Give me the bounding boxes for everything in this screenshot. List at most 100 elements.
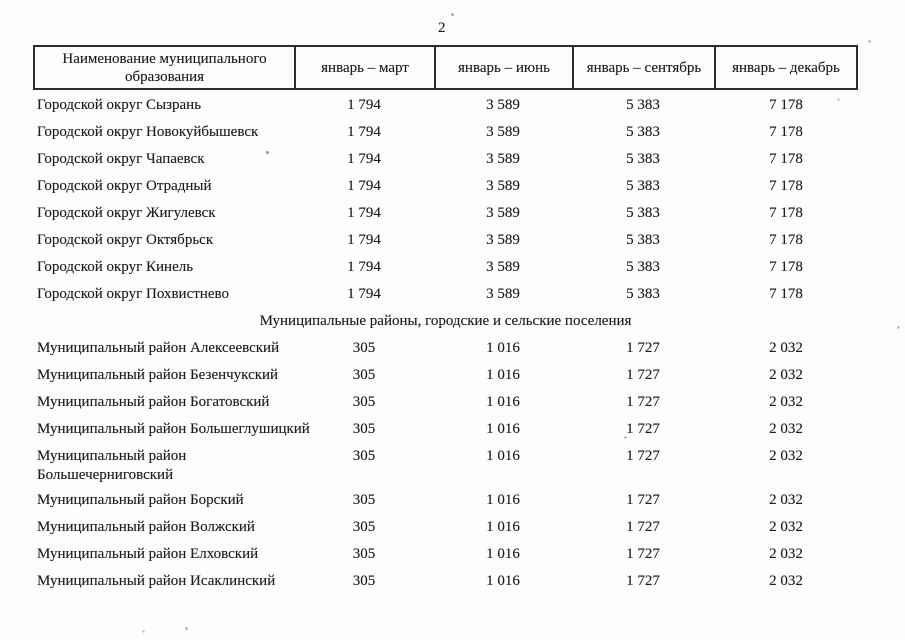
table-header-row: Наименование муниципального образования …: [33, 45, 858, 90]
municipality-name: Муниципальный район Алексеевский: [37, 340, 280, 356]
value-cell: 305: [352, 394, 376, 410]
municipality-name: Муниципальный район Большечерниговский: [37, 448, 187, 483]
table-row: Городской округ Сызрань 1 794 3 589 5 383 7 …: [33, 92, 858, 119]
value-cell: 1 794: [347, 151, 381, 167]
column-header-jan-sep: январь – сентябрь: [572, 47, 714, 88]
value-cell: 305: [352, 367, 376, 383]
column-header-jan-dec: январь – декабрь: [714, 47, 856, 88]
value-cell: 305: [352, 492, 376, 508]
value-cell: 2 032: [769, 367, 803, 383]
value-cell: 7 178: [769, 178, 803, 194]
municipality-name: Муниципальный район Безенчукский: [37, 367, 279, 383]
value-cell: 2 032: [769, 340, 803, 356]
municipality-name: Муниципальный район Исаклинский: [37, 573, 276, 589]
value-cell: 1 794: [347, 178, 381, 194]
table-row: Городской округ Жигулевск 1 794 3 589 5 383…: [33, 200, 858, 227]
municipality-name: Городской округ Кинель: [37, 259, 194, 275]
value-cell: 1 016: [486, 394, 520, 410]
value-cell: 1 016: [486, 546, 520, 562]
table-row: Муниципальный район Большечерниговский 30…: [33, 443, 858, 487]
table-row: Городской округ Октябрьск 1 794 3 589 5 383…: [33, 227, 858, 254]
value-cell: 3 589: [486, 286, 520, 302]
value-cell: 7 178: [769, 259, 803, 275]
value-cell: 1 727: [626, 340, 660, 356]
value-cell: 3 589: [486, 124, 520, 140]
value-cell: 5 383: [626, 151, 660, 167]
value-cell: 1 794: [347, 97, 381, 113]
municipality-name: Городской округ Новокуйбышевск: [37, 124, 259, 140]
value-cell: 2 032: [769, 546, 803, 562]
value-cell: 305: [352, 340, 376, 356]
value-cell: 1 016: [486, 448, 520, 464]
municipality-name: Муниципальный район Большеглушицкий: [37, 421, 310, 437]
value-cell: 5 383: [626, 97, 660, 113]
value-cell: 7 178: [769, 97, 803, 113]
value-cell: 1 016: [486, 492, 520, 508]
value-cell: 7 178: [769, 124, 803, 140]
value-cell: 1 016: [486, 367, 520, 383]
value-cell: 3 589: [486, 97, 520, 113]
value-cell: 5 383: [626, 178, 660, 194]
value-cell: 1 794: [347, 259, 381, 275]
value-cell: 3 589: [486, 259, 520, 275]
value-cell: 2 032: [769, 448, 803, 464]
scan-noise: [0, 0, 1, 1]
table-row: Муниципальный район Алексеевский 305 1 016…: [33, 335, 858, 362]
municipality-name: Городской округ Сызрань: [37, 97, 202, 113]
value-cell: 305: [352, 421, 376, 437]
value-cell: 1 794: [347, 205, 381, 221]
value-cell: 3 589: [486, 178, 520, 194]
value-cell: 2 032: [769, 492, 803, 508]
value-cell: 1 727: [626, 394, 660, 410]
table-row: Городской округ Похвистнево 1 794 3 589 5 3…: [33, 281, 858, 308]
municipality-name: Городской округ Жигулевск: [37, 205, 216, 221]
table-row: Муниципальный район Большеглушицкий 305 1 …: [33, 416, 858, 443]
column-header-jan-mar: январь – март: [294, 47, 434, 88]
value-cell: 2 032: [769, 519, 803, 535]
value-cell: 1 727: [626, 573, 660, 589]
value-cell: 7 178: [769, 205, 803, 221]
value-cell: 305: [352, 573, 376, 589]
column-header-jan-jun: январь – июнь: [434, 47, 572, 88]
value-cell: 5 383: [626, 232, 660, 248]
table-row: Муниципальный район Исаклинский 305 1 016 1…: [33, 568, 858, 595]
section-title: Муниципальные районы, городские и сельск…: [259, 313, 632, 329]
page-number: 2: [438, 20, 446, 36]
value-cell: 5 383: [626, 286, 660, 302]
value-cell: 1 727: [626, 367, 660, 383]
value-cell: 1 016: [486, 421, 520, 437]
value-cell: 1 727: [626, 492, 660, 508]
table-row: Муниципальный район Волжский 305 1 016 1 72…: [33, 514, 858, 541]
value-cell: 1 016: [486, 340, 520, 356]
value-cell: 1 727: [626, 421, 660, 437]
table-row: Муниципальный район Безенчукский 305 1 016…: [33, 362, 858, 389]
value-cell: 1 794: [347, 232, 381, 248]
value-cell: 305: [352, 519, 376, 535]
value-cell: 305: [352, 546, 376, 562]
value-cell: 5 383: [626, 259, 660, 275]
table-row: Городской округ Новокуйбышевск 1 794 3 589…: [33, 119, 858, 146]
value-cell: 1 794: [347, 124, 381, 140]
municipality-name: Городской округ Октябрьск: [37, 232, 214, 248]
municipality-name: Городской округ Отрадный: [37, 178, 212, 194]
table-row: Муниципальный район Елховский 305 1 016 1 7…: [33, 541, 858, 568]
municipality-name: Муниципальный район Борский: [37, 492, 244, 508]
value-cell: 1 016: [486, 573, 520, 589]
value-cell: 7 178: [769, 286, 803, 302]
value-cell: 5 383: [626, 124, 660, 140]
value-cell: 3 589: [486, 151, 520, 167]
value-cell: 2 032: [769, 421, 803, 437]
municipality-name: Городской округ Похвистнево: [37, 286, 229, 302]
municipality-name: Муниципальный район Елховский: [37, 546, 259, 562]
value-cell: 7 178: [769, 151, 803, 167]
value-cell: 1 727: [626, 519, 660, 535]
value-cell: 2 032: [769, 573, 803, 589]
value-cell: 3 589: [486, 232, 520, 248]
value-cell: 1 016: [486, 519, 520, 535]
value-cell: 1 794: [347, 286, 381, 302]
column-header-municipality: Наименование муниципального образования: [62, 50, 267, 85]
value-cell: 2 032: [769, 394, 803, 410]
table-row: Муниципальный район Богатовский 305 1 016 1…: [33, 389, 858, 416]
value-cell: 3 589: [486, 205, 520, 221]
